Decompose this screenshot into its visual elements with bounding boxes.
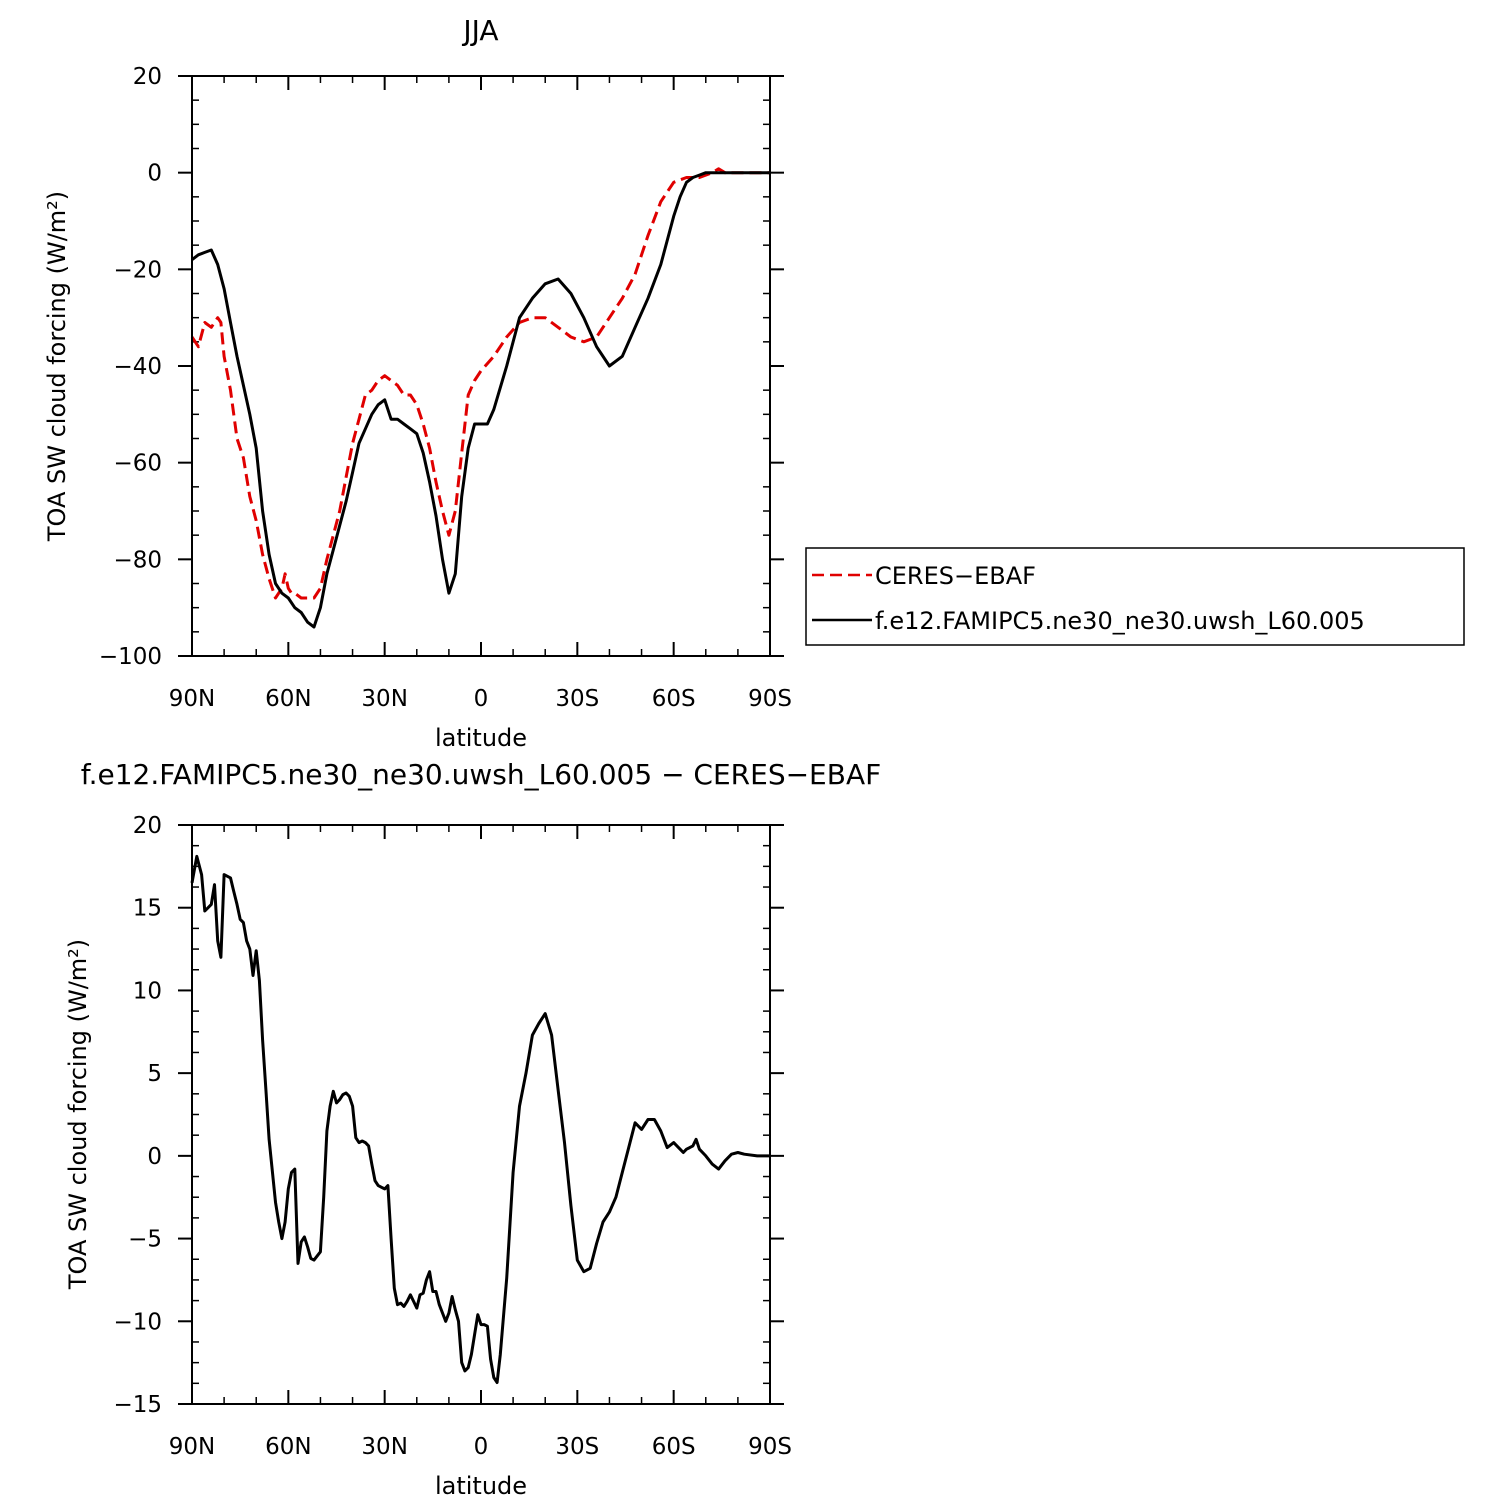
x-tick-label: 30S [555,1434,599,1460]
x-tick-label: 90N [169,1434,215,1460]
x-tick-label: 30S [555,686,599,712]
y-tick-label: 0 [147,1144,162,1170]
y-tick-label: −60 [113,451,162,477]
x-tick-label: 30N [361,1434,407,1460]
bottom-y-axis-label: TOA SW cloud forcing (W/m²) [64,939,92,1290]
top-series-lines [190,167,770,629]
y-tick-label: 0 [147,161,162,187]
bottom-y-tick-labels: 20 15 10 5 0 −5 −10 −15 [113,813,162,1418]
top-plot-frame [191,75,771,657]
y-tick-label: −100 [99,644,162,670]
bottom-x-tick-labels: 90N 60N 30N 0 30S 60S 90S [169,1434,792,1460]
y-tick-label: −80 [113,547,162,573]
y-tick-label: 5 [147,1061,162,1087]
y-tick-label: −40 [113,354,162,380]
y-tick-label: 10 [133,978,162,1004]
y-tick-label: −15 [113,1392,162,1418]
x-tick-label: 60N [265,1434,311,1460]
y-tick-label: 20 [133,64,162,90]
x-tick-label: 60N [265,686,311,712]
x-tick-label: 30N [361,686,407,712]
top-y-tick-labels: 20 0 −20 −40 −60 −80 −100 [99,64,162,670]
panel-top: JJA 90N 60N 30N 0 30S 60S 90S 20 0 −20 −40 −60 −80 −… [43,14,792,752]
x-tick-label: 0 [474,686,489,712]
x-tick-label: 90S [748,1434,792,1460]
x-tick-label: 90S [748,686,792,712]
top-title: JJA [461,14,498,47]
bottom-series-lines [190,854,770,1384]
y-tick-label: 15 [133,896,162,922]
y-tick-label: −5 [128,1227,162,1253]
legend-label-ceres: CERES−EBAF [875,562,1036,590]
legend: CERES−EBAF f.e12.FAMIPC5.ne30_ne30.uwsh_… [805,547,1465,646]
y-tick-label: −10 [113,1309,162,1335]
legend-label-model: f.e12.FAMIPC5.ne30_ne30.uwsh_L60.005 [875,607,1365,635]
series-line-1 [190,854,770,1384]
legend-box [805,547,1465,646]
top-y-axis-label: TOA SW cloud forcing (W/m²) [43,191,71,542]
x-tick-label: 90N [169,686,215,712]
bottom-title: f.e12.FAMIPC5.ne30_ne30.uwsh_L60.005 − C… [81,758,881,791]
y-tick-label: −20 [113,257,162,283]
y-tick-label: 20 [133,813,162,839]
panel-bottom: f.e12.FAMIPC5.ne30_ne30.uwsh_L60.005 − C… [64,758,881,1500]
x-tick-label: 60S [652,686,696,712]
bottom-plot-frame [191,824,771,1405]
top-x-tick-labels: 90N 60N 30N 0 30S 60S 90S [169,686,792,712]
top-x-axis-label: latitude [435,724,527,752]
series-line-2 [191,171,770,629]
bottom-axis-ticks [178,824,784,1405]
top-axis-ticks [178,75,784,657]
x-tick-label: 0 [474,1434,489,1460]
x-tick-label: 60S [652,1434,696,1460]
bottom-x-axis-label: latitude [435,1472,527,1500]
series-line-1 [190,167,770,600]
